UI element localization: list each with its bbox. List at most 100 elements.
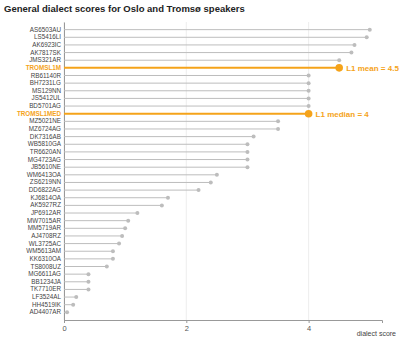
category-label: WB5810GA	[28, 140, 62, 147]
dot	[337, 58, 341, 62]
category-label: JP6912AR	[31, 209, 62, 216]
category-label: TROMSL1M	[26, 64, 61, 71]
tick: DK7316AB	[30, 133, 64, 140]
stem	[64, 67, 339, 69]
grid-line	[64, 22, 65, 320]
category-label: MW7015AR	[27, 217, 61, 224]
tick: MG4723AG	[28, 156, 64, 163]
dot	[276, 127, 280, 131]
category-label: AK7817SK	[30, 49, 62, 56]
dot	[352, 43, 356, 47]
stem	[64, 98, 309, 99]
stem	[64, 243, 119, 244]
dot	[65, 310, 69, 314]
tick-mark	[186, 320, 187, 323]
tick: TROMSL1MED	[17, 110, 64, 117]
tick: JMS321AR	[29, 56, 64, 63]
tick-label: 4	[307, 324, 311, 333]
stem	[64, 235, 122, 236]
category-label: TR6620AN	[30, 148, 62, 155]
stem	[64, 144, 247, 145]
grid-line	[308, 22, 309, 320]
stem	[64, 258, 113, 259]
dot	[307, 96, 311, 100]
dot	[105, 265, 109, 269]
annotation: L1 median = 4	[316, 110, 370, 119]
tick: RB61140R	[31, 72, 64, 79]
dot	[71, 303, 75, 307]
category-label: WM6413OA	[27, 171, 62, 178]
stem	[64, 83, 309, 84]
dot	[111, 257, 115, 261]
stem	[64, 251, 113, 252]
tick: MM5719AR	[28, 224, 64, 231]
tick: AJ4708RZ	[31, 232, 64, 239]
dot	[252, 135, 256, 139]
stem	[64, 151, 247, 152]
tick: MS129NN	[32, 87, 64, 94]
category-label: WM5613AM	[26, 247, 61, 254]
stem	[64, 228, 125, 229]
dot	[245, 150, 249, 154]
stem	[64, 44, 354, 45]
category-label: JB5610NE	[31, 163, 61, 170]
category-label: AD4407AR	[29, 308, 61, 315]
dot	[86, 280, 90, 284]
tick: 2	[185, 320, 189, 333]
category-label: TROMSL1MED	[17, 110, 62, 117]
category-label: JS5412UL	[32, 94, 62, 101]
dot	[74, 295, 78, 299]
dot	[126, 219, 130, 223]
stem	[64, 274, 88, 275]
dot	[120, 234, 124, 238]
dot	[368, 28, 372, 32]
category-label: KJ6814OA	[31, 194, 62, 201]
category-label: MG4723AG	[28, 156, 61, 163]
tick: DD6822AG	[29, 186, 64, 193]
dot	[86, 287, 90, 291]
stem	[64, 266, 107, 267]
tick: AK5927RZ	[30, 201, 64, 208]
category-label: MG6611AG	[28, 270, 61, 277]
tick: KK6310OA	[29, 255, 64, 262]
category-label: DD6822AG	[29, 186, 61, 193]
category-label: BH7231LG	[30, 79, 61, 86]
category-label: MZ6724AG	[29, 125, 61, 132]
stem	[64, 37, 367, 38]
stem	[64, 159, 247, 160]
tick: MW7015AR	[27, 217, 64, 224]
dot	[215, 173, 219, 177]
category-label: WL3725AC	[29, 240, 62, 247]
category-label: AS6503AU	[30, 26, 62, 33]
stem	[64, 106, 309, 107]
dot	[160, 203, 164, 207]
dot	[307, 73, 311, 77]
dot	[335, 64, 343, 72]
dot	[305, 110, 313, 118]
category-label: KK6310OA	[29, 255, 61, 262]
stem	[64, 52, 351, 53]
dot	[365, 35, 369, 39]
tick: TR6620AN	[30, 148, 64, 155]
tick-mark	[309, 320, 310, 323]
stem	[64, 205, 162, 206]
tick: ZS6219NN	[30, 178, 64, 185]
stem	[64, 197, 168, 198]
tick: 0	[62, 320, 66, 333]
category-label: MS129NN	[32, 87, 61, 94]
tick: BD5701AG	[29, 102, 64, 109]
category-label: MM5719AR	[28, 224, 62, 231]
dot	[197, 188, 201, 192]
tick: WM5613AM	[26, 247, 64, 254]
dot	[349, 51, 353, 55]
tick: TROMSL1M	[26, 64, 64, 71]
stem	[64, 281, 88, 282]
category-label: ZS6219NN	[30, 178, 62, 185]
tick: BH7231LG	[30, 79, 64, 86]
dot	[166, 196, 170, 200]
dot	[245, 158, 249, 162]
chart: General dialect scores for Oslo and Trom…	[0, 0, 400, 342]
plot-area	[64, 28, 372, 315]
dot	[307, 104, 311, 108]
axis-line	[65, 321, 383, 324]
